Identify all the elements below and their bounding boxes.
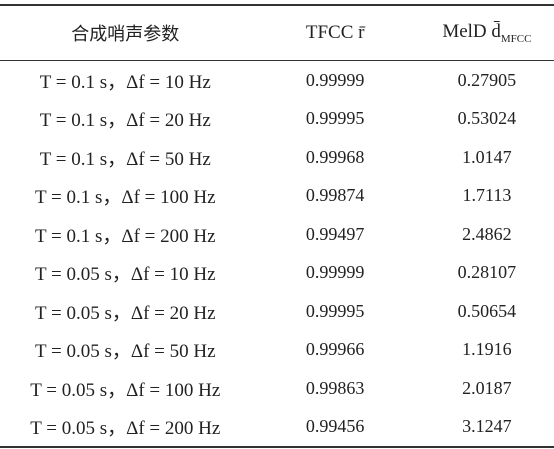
value-cell: 0.28107 [457,262,517,283]
value-cell: 1.1916 [462,339,512,360]
value-cell: 0.99966 [305,339,365,360]
parameter-cell: T = 0.1 s，Δf = 50 Hz [39,148,211,170]
table-body: T = 0.1 s，Δf = 10 Hz 0.99999 0.27905 T = 0.… [0,61,554,447]
value-cell: 0.99497 [305,223,365,244]
value-cell: 0.99863 [305,377,365,398]
parameter-cell: T = 0.05 s，Δf = 100 Hz [30,379,221,401]
parameter-cell: T = 0.05 s，Δf = 20 Hz [34,302,216,324]
value-cell: 0.99999 [305,69,365,90]
parameter-cell: T = 0.1 s，Δf = 20 Hz [39,110,211,132]
parameter-cell: T = 0.05 s，Δf = 200 Hz [30,418,221,440]
table-row: T = 0.1 s，Δf = 10 Hz 0.99999 0.27905 [0,61,554,100]
table-row: T = 0.1 s，Δf = 20 Hz 0.99995 0.53024 [0,100,554,139]
table-row: T = 0.05 s，Δf = 50 Hz 0.99966 1.1916 [0,331,554,370]
data-table: 合成哨声参数 TFCC r̄ MelD d̄MFCC T = 0.1 s，Δf … [0,4,554,448]
header-cell: TFCC r̄ [305,22,365,43]
header-cell: MelD d̄MFCC [420,5,554,61]
value-cell: 0.50654 [457,300,517,321]
value-cell: 0.99874 [305,185,365,206]
value-cell: 0.27905 [457,69,517,90]
value-cell: 0.99995 [305,108,365,129]
parameter-cell: T = 0.1 s，Δf = 10 Hz [39,71,211,93]
value-cell: 1.0147 [462,146,512,167]
table-row: T = 0.1 s，Δf = 200 Hz 0.99497 2.4862 [0,215,554,254]
table-row: T = 0.05 s，Δf = 20 Hz 0.99995 0.50654 [0,292,554,331]
value-cell: 0.99995 [305,300,365,321]
value-cell: 3.1247 [462,416,512,437]
header-subscript: MFCC [500,32,532,45]
value-cell: 1.7113 [462,185,512,206]
parameter-cell: T = 0.05 s，Δf = 50 Hz [34,341,216,363]
parameter-cell: T = 0.1 s，Δf = 200 Hz [34,225,216,247]
table-row: T = 0.1 s，Δf = 100 Hz 0.99874 1.7113 [0,177,554,216]
header-cell: 合成哨声参数 [71,24,180,45]
table-row: T = 0.05 s，Δf = 200 Hz 0.99456 3.1247 [0,408,554,447]
table-row: T = 0.1 s，Δf = 50 Hz 0.99968 1.0147 [0,138,554,177]
value-cell: 0.99999 [305,262,365,283]
table-row: T = 0.05 s，Δf = 100 Hz 0.99863 2.0187 [0,369,554,408]
parameter-cell: T = 0.1 s，Δf = 100 Hz [34,187,216,209]
value-cell: 2.4862 [462,223,512,244]
value-cell: 0.99968 [305,146,365,167]
header-text: MelD d̄ [442,21,501,43]
parameter-cell: T = 0.05 s，Δf = 10 Hz [34,264,216,286]
table-row: T = 0.05 s，Δf = 10 Hz 0.99999 0.28107 [0,254,554,293]
value-cell: 2.0187 [462,377,512,398]
value-cell: 0.99456 [305,416,365,437]
header-row: 合成哨声参数 TFCC r̄ MelD d̄MFCC [0,5,554,61]
value-cell: 0.53024 [457,108,517,129]
